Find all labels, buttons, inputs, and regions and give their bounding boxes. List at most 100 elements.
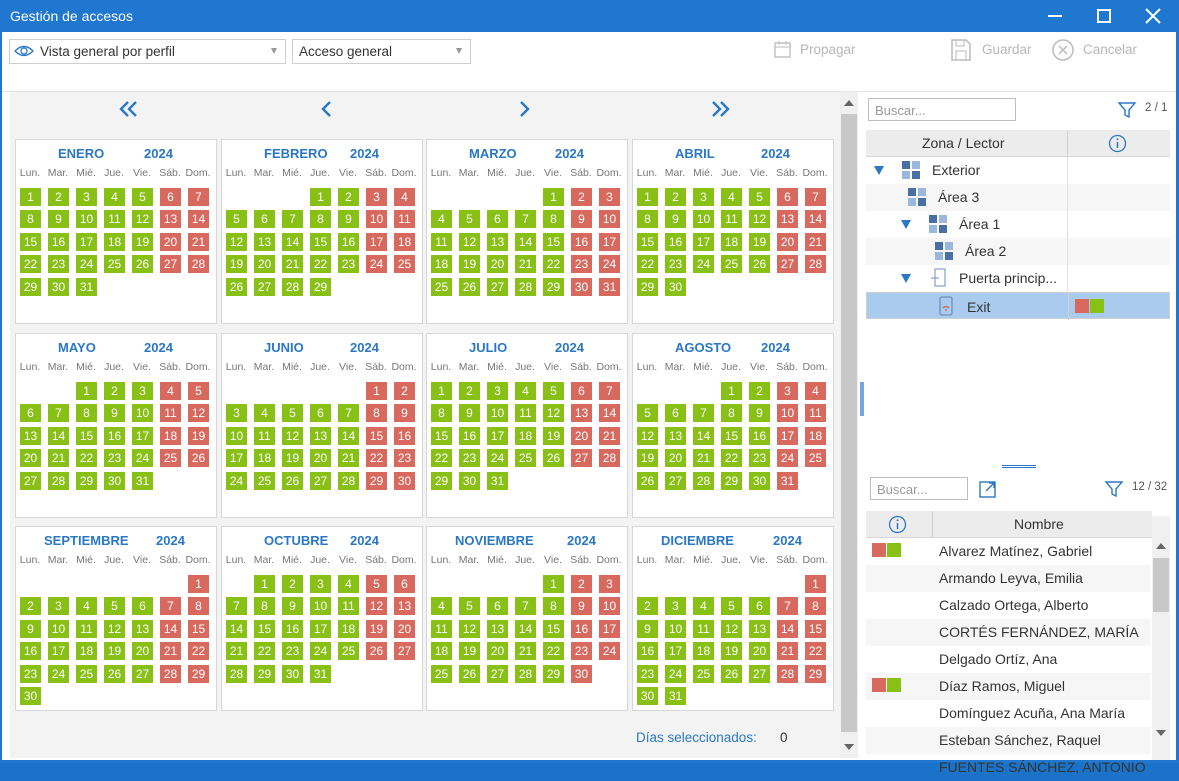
- calendar-day[interactable]: 22: [188, 642, 209, 661]
- calendar-day[interactable]: 21: [599, 426, 620, 445]
- calendar-day[interactable]: 31: [599, 277, 620, 296]
- calendar-day[interactable]: 17: [310, 619, 331, 638]
- calendar-day[interactable]: 2: [48, 188, 69, 206]
- calendar-day[interactable]: 24: [693, 255, 714, 274]
- calendar-day[interactable]: 6: [310, 404, 331, 423]
- filter-icon[interactable]: [1117, 100, 1137, 125]
- calendar-day[interactable]: 13: [665, 426, 686, 445]
- calendar-day[interactable]: 20: [254, 255, 275, 274]
- calendar-day[interactable]: 24: [665, 664, 686, 683]
- calendar-day[interactable]: 9: [665, 210, 686, 229]
- calendar-day[interactable]: 8: [20, 210, 41, 229]
- calendar-day[interactable]: 5: [459, 597, 480, 616]
- calendar-day[interactable]: 12: [543, 404, 564, 423]
- calendar-day[interactable]: 22: [254, 642, 275, 661]
- calendar-day[interactable]: 24: [599, 642, 620, 661]
- calendar-day[interactable]: 29: [637, 277, 658, 296]
- calendar-day[interactable]: 7: [515, 597, 536, 616]
- calendar-day[interactable]: 13: [487, 619, 508, 638]
- calendar-day[interactable]: 20: [487, 255, 508, 274]
- calendar-day[interactable]: 5: [188, 382, 209, 400]
- calendar-day[interactable]: 9: [282, 597, 303, 616]
- calendar-day[interactable]: 23: [338, 255, 359, 274]
- save-button[interactable]: Guardar: [950, 38, 1040, 62]
- calendar-day[interactable]: 27: [20, 471, 41, 490]
- calendar-day[interactable]: 24: [777, 449, 798, 468]
- person-row[interactable]: Calzado Ortega, Alberto: [866, 592, 1150, 619]
- calendar-day[interactable]: 8: [805, 597, 826, 616]
- calendar-day[interactable]: 26: [459, 664, 480, 683]
- calendar-day[interactable]: 5: [721, 597, 742, 616]
- calendar-day[interactable]: 1: [20, 188, 41, 206]
- calendar-day[interactable]: 4: [721, 188, 742, 206]
- calendar-day[interactable]: 13: [394, 597, 415, 616]
- calendar-day[interactable]: 19: [132, 232, 153, 251]
- calendar-day[interactable]: 5: [226, 210, 247, 229]
- calendar-day[interactable]: 9: [394, 404, 415, 423]
- scrollbar-thumb[interactable]: [841, 114, 857, 732]
- calendar-day[interactable]: 27: [254, 277, 275, 296]
- zone-row-exit[interactable]: Exit: [866, 292, 1170, 320]
- calendar-day[interactable]: 17: [599, 232, 620, 251]
- calendar-day[interactable]: 29: [543, 277, 564, 296]
- person-row[interactable]: CORTÉS FERNÁNDEZ, MARÍA: [866, 619, 1150, 646]
- calendar-day[interactable]: 6: [665, 404, 686, 423]
- calendar-day[interactable]: 25: [431, 277, 452, 296]
- calendar-day[interactable]: 26: [637, 471, 658, 490]
- calendar-day[interactable]: 12: [459, 232, 480, 251]
- calendar-day[interactable]: 18: [431, 642, 452, 661]
- calendar-day[interactable]: 19: [543, 426, 564, 445]
- calendar-day[interactable]: 19: [749, 232, 770, 251]
- calendar-day[interactable]: 18: [394, 232, 415, 251]
- calendar-day[interactable]: 22: [543, 642, 564, 661]
- calendar-day[interactable]: 3: [76, 188, 97, 206]
- calendar-day[interactable]: 15: [543, 619, 564, 638]
- calendar-day[interactable]: 3: [777, 382, 798, 400]
- calendar-day[interactable]: 31: [487, 471, 508, 490]
- calendar-day[interactable]: 14: [805, 210, 826, 229]
- calendar-day[interactable]: 25: [431, 664, 452, 683]
- calendar-day[interactable]: 16: [571, 232, 592, 251]
- person-row[interactable]: Esteban Sánchez, Raquel: [866, 727, 1150, 754]
- calendar-day[interactable]: 7: [805, 188, 826, 206]
- calendar-day[interactable]: 15: [76, 426, 97, 445]
- calendar-day[interactable]: 6: [571, 382, 592, 400]
- calendar-day[interactable]: 5: [749, 188, 770, 206]
- calendar-day[interactable]: 2: [459, 382, 480, 400]
- calendar-day[interactable]: 30: [394, 471, 415, 490]
- calendar-day[interactable]: 30: [571, 277, 592, 296]
- calendar-day[interactable]: 15: [805, 619, 826, 638]
- chevron-left-icon[interactable]: [315, 98, 339, 122]
- calendar-day[interactable]: 30: [749, 471, 770, 490]
- calendar-day[interactable]: 5: [132, 188, 153, 206]
- calendar-day[interactable]: 5: [459, 210, 480, 229]
- calendar-day[interactable]: 14: [515, 619, 536, 638]
- calendar-day[interactable]: 27: [310, 471, 331, 490]
- calendar-day[interactable]: 1: [310, 188, 331, 206]
- calendar-day[interactable]: 11: [721, 210, 742, 229]
- calendar-day[interactable]: 7: [282, 210, 303, 229]
- calendar-day[interactable]: 23: [104, 449, 125, 468]
- zone-row-door[interactable]: Puerta princip...: [866, 265, 1170, 292]
- calendar-day[interactable]: 22: [637, 255, 658, 274]
- calendar-day[interactable]: 15: [721, 426, 742, 445]
- calendar-day[interactable]: 25: [394, 255, 415, 274]
- calendar-day[interactable]: 16: [665, 232, 686, 251]
- calendar-day[interactable]: 18: [431, 255, 452, 274]
- calendar-day[interactable]: 3: [693, 188, 714, 206]
- calendar-day[interactable]: 24: [487, 449, 508, 468]
- chevron-right-icon[interactable]: [512, 98, 536, 122]
- zone-row-area1[interactable]: Área 1: [866, 211, 1170, 238]
- calendar-day[interactable]: 18: [104, 232, 125, 251]
- calendar-day[interactable]: 23: [571, 642, 592, 661]
- calendar-day[interactable]: 27: [132, 664, 153, 683]
- calendar-day[interactable]: 1: [721, 382, 742, 400]
- calendar-day[interactable]: 13: [20, 426, 41, 445]
- calendar-day[interactable]: 30: [459, 471, 480, 490]
- calendar-day[interactable]: 13: [749, 619, 770, 638]
- calendar-day[interactable]: 24: [599, 255, 620, 274]
- calendar-day[interactable]: 30: [282, 664, 303, 683]
- person-row[interactable]: Díaz Ramos, Miguel: [866, 673, 1150, 700]
- calendar-day[interactable]: 23: [48, 255, 69, 274]
- calendar-day[interactable]: 18: [76, 642, 97, 661]
